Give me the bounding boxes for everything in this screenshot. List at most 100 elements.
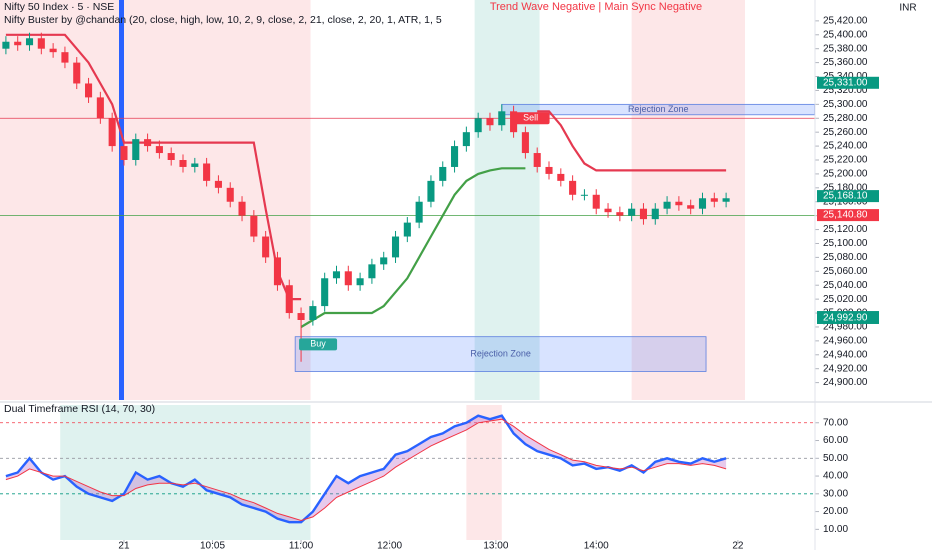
candle-body	[250, 215, 258, 237]
trend-banner: Trend Wave Negative | Main Sync Negative	[490, 1, 702, 13]
candle-body	[651, 208, 659, 220]
candle-body	[604, 208, 612, 213]
candle-body	[628, 208, 636, 216]
y-tick-label: 25,300.00	[823, 99, 868, 110]
price-tag	[817, 209, 879, 222]
zone-label: Rejection Zone	[628, 104, 689, 114]
candle-body	[580, 194, 588, 196]
candle-body	[639, 208, 648, 220]
price-tag	[817, 190, 879, 203]
y-tick-label: 24,940.00	[823, 349, 868, 360]
candle-body	[451, 146, 459, 167]
y-tick-label: 24,960.00	[823, 336, 868, 347]
rsi-title: Dual Timeframe RSI (14, 70, 30)	[4, 403, 155, 415]
candle-body	[155, 146, 163, 154]
candle-body	[698, 198, 707, 209]
candle-body	[427, 180, 435, 202]
chart-title: Nifty 50 Index · 5 · NSE	[4, 1, 114, 13]
candle-body	[226, 187, 234, 202]
candle-body	[722, 198, 730, 202]
candle-body	[380, 257, 388, 265]
y-tick-label: 25,080.00	[823, 252, 868, 263]
candle-body	[2, 41, 10, 49]
background-layer	[0, 0, 745, 540]
candle-body	[592, 194, 600, 209]
candle-body	[545, 166, 553, 174]
candle-body	[498, 111, 506, 126]
x-tick-label: 14:00	[584, 541, 609, 550]
y-tick-label: 25,180.00	[823, 182, 868, 193]
candle-body	[344, 271, 352, 286]
rejection-zone	[294, 336, 707, 372]
candle-body	[179, 160, 187, 167]
session-shade	[60, 405, 311, 540]
price-tag-label: 25,168.10	[823, 191, 868, 202]
candle-body	[85, 83, 93, 98]
y-tick-label: 25,340.00	[823, 71, 868, 82]
y-tick-label: 25,420.00	[823, 16, 868, 27]
candle-body	[533, 153, 541, 167]
candle-body	[37, 38, 45, 49]
candle-body	[332, 271, 341, 279]
candle-body	[203, 163, 211, 181]
candle-body	[120, 146, 128, 160]
y-tick-label: 25,220.00	[823, 155, 868, 166]
candle-body	[391, 236, 400, 258]
candle-body	[356, 278, 364, 286]
candle-body	[663, 201, 671, 209]
y-tick-label: 25,380.00	[823, 43, 868, 54]
candle-body	[486, 118, 494, 126]
candle-body	[710, 198, 718, 202]
candle-body	[73, 62, 81, 84]
candle-body	[521, 132, 529, 154]
y-tick-label: 60.00	[823, 435, 848, 446]
candle-body	[557, 173, 565, 181]
candle-body	[474, 118, 482, 133]
candle-body	[262, 236, 270, 258]
price-tag	[817, 76, 879, 89]
candle-body	[273, 257, 281, 286]
candle-body	[214, 180, 222, 188]
candle-body	[368, 264, 376, 279]
currency: INR	[899, 3, 916, 14]
x-tick-label: 22	[732, 541, 744, 550]
y-tick-label: 25,320.00	[823, 85, 868, 96]
y-tick-label: 20.00	[823, 506, 848, 517]
y-tick-label: 25,200.00	[823, 169, 868, 180]
candle-body	[439, 166, 447, 181]
y-tick-label: 25,020.00	[823, 294, 868, 305]
candle-body	[569, 180, 577, 195]
x-tick-label: 10:05	[200, 541, 225, 550]
signal-tag	[511, 112, 550, 125]
foreground-layer: 24,900.00 24,920.00 24,940.00 24,960.00 24,9…	[0, 16, 879, 550]
signal-label: Buy	[310, 339, 326, 349]
rsi-line	[5, 418, 727, 522]
y-tick-label: 30.00	[823, 488, 848, 499]
y-tick-label: 25,100.00	[823, 238, 868, 249]
candle-body	[14, 41, 22, 46]
y-tick-label: 24,900.00	[823, 377, 868, 388]
candle-body	[462, 132, 470, 147]
session-shade	[466, 405, 502, 540]
y-tick-label: 50.00	[823, 453, 848, 464]
candle-body	[297, 313, 305, 320]
candle-body	[616, 212, 624, 216]
rsi-line	[5, 414, 727, 524]
session-shade	[474, 0, 540, 400]
y-tick-label: 70.00	[823, 417, 848, 428]
y-tick-label: 25,360.00	[823, 57, 868, 68]
price-tag-label: 24,992.90	[823, 313, 868, 324]
trend-line	[5, 33, 727, 301]
y-tick-label: 25,260.00	[823, 127, 868, 138]
candle-body	[321, 278, 329, 307]
y-tick-label: 25,280.00	[823, 113, 868, 124]
session-shade	[0, 0, 311, 400]
candle-body	[238, 201, 246, 216]
price-tag-label: 25,140.80	[823, 210, 868, 221]
y-tick-label: 10.00	[823, 524, 848, 535]
price-tag-label: 25,331.00	[823, 77, 868, 88]
candle-body	[675, 201, 683, 206]
candle-body	[25, 38, 34, 46]
